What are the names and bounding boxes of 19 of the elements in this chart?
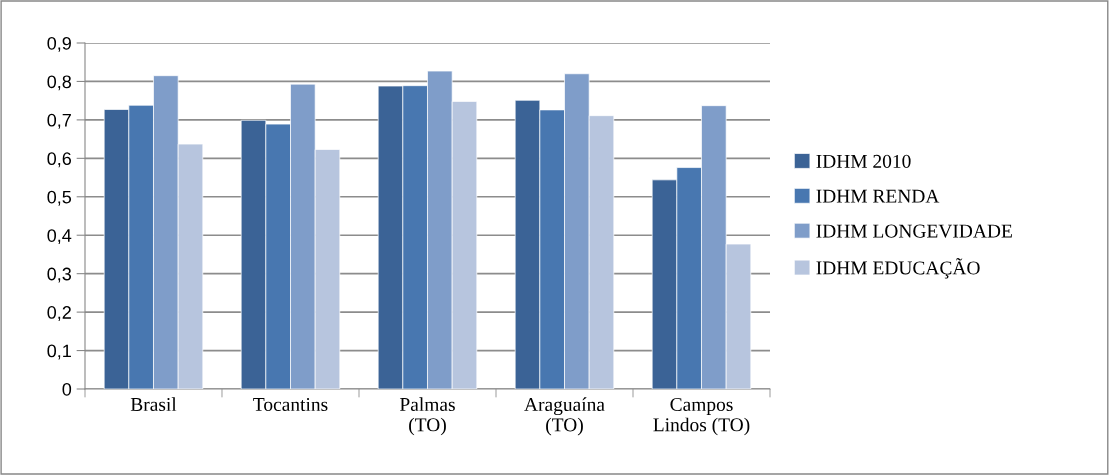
legend-label: IDHM EDUCAÇÃO [816, 258, 980, 279]
y-tick-label: 0,2 [47, 306, 71, 321]
y-tick-label: 0,5 [47, 190, 72, 206]
y-tick-label: 0,4 [47, 229, 72, 245]
legend-label: IDHM RENDA [816, 189, 940, 203]
y-tick-label: 0,3 [47, 267, 72, 283]
legend-label: IDHM 2010 [816, 154, 911, 168]
x-tick-label: Tocantins [253, 397, 328, 412]
y-tick-label: 0,9 [47, 36, 71, 52]
y-tick-label: 0,6 [47, 152, 72, 168]
y-tick-label: 0,8 [47, 75, 72, 91]
y-tick-label: 0 [62, 382, 72, 396]
y-tick-label: 0,7 [47, 113, 71, 129]
x-tick-label: Campos Lindos (TO) [653, 397, 750, 436]
y-tick-label: 0,1 [47, 344, 71, 360]
x-tick-label: Brasil [130, 397, 177, 412]
x-tick-label: Araguaína (TO) [524, 397, 605, 436]
legend-label: IDHM LONGEVIDADE [816, 224, 1012, 238]
x-tick-label: Palmas (TO) [399, 397, 455, 436]
